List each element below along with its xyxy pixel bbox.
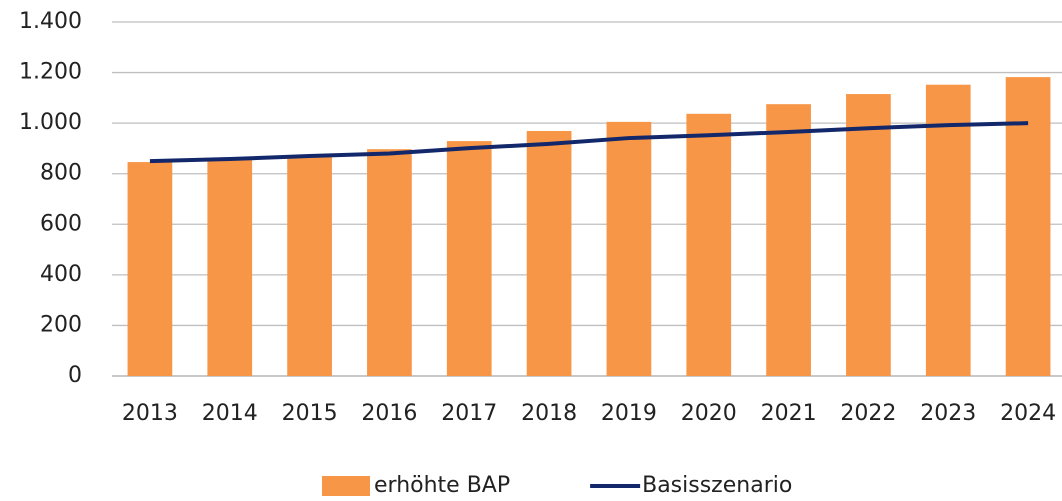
- x-tick-label: 2021: [761, 401, 817, 426]
- bar: [766, 104, 811, 376]
- bar: [367, 149, 412, 376]
- bar: [526, 130, 572, 376]
- legend-label: erhöhte BAP: [374, 473, 510, 498]
- x-tick-label: 2020: [681, 401, 737, 426]
- bar: [1005, 77, 1051, 376]
- x-tick-label: 2014: [202, 401, 258, 426]
- x-tick-label: 2018: [521, 401, 577, 426]
- y-tick-label: 600: [40, 211, 82, 236]
- bar: [686, 113, 732, 376]
- y-tick-label: 1.000: [19, 110, 82, 135]
- x-tick-label: 2015: [282, 401, 338, 426]
- y-tick-label: 1.400: [19, 9, 82, 34]
- x-tick-label: 2017: [441, 401, 497, 426]
- bar: [207, 159, 253, 376]
- x-tick-label: 2016: [361, 401, 417, 426]
- legend-label: Basisszenario: [642, 473, 792, 498]
- bar: [446, 141, 492, 376]
- x-tick-label: 2023: [920, 401, 976, 426]
- y-tick-label: 0: [68, 363, 82, 388]
- bar: [127, 162, 173, 376]
- bar: [287, 155, 332, 376]
- y-tick-label: 200: [40, 312, 82, 337]
- x-tick-label: 2024: [1000, 401, 1056, 426]
- y-tick-label: 1.200: [19, 60, 82, 85]
- legend-swatch: [322, 476, 370, 496]
- x-tick-label: 2022: [840, 401, 896, 426]
- x-tick-label: 2019: [601, 401, 657, 426]
- y-tick-label: 800: [40, 161, 82, 186]
- x-tick-label: 2013: [122, 401, 178, 426]
- line: [149, 121, 1029, 164]
- y-tick-label: 400: [40, 262, 82, 287]
- bar: [846, 94, 891, 377]
- bar: [606, 121, 652, 376]
- bar: [925, 84, 971, 377]
